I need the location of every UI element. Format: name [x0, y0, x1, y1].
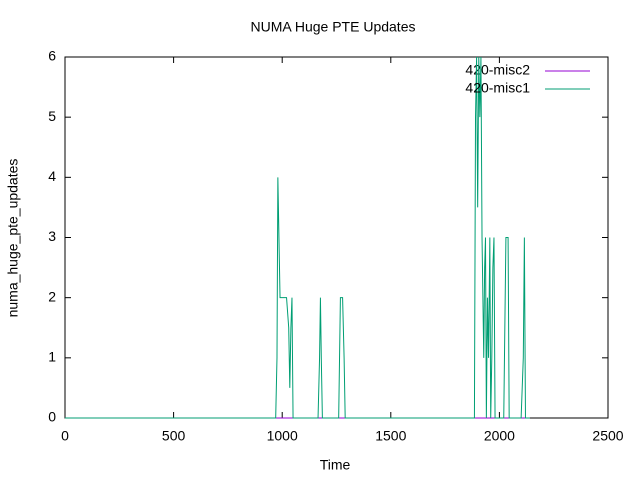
y-tick-label: 5: [48, 108, 56, 124]
x-tick-label: 2000: [484, 428, 515, 444]
series-line: [65, 56, 530, 419]
chart-title: NUMA Huge PTE Updates: [251, 19, 416, 35]
x-tick-label: 1500: [375, 428, 406, 444]
y-tick-label: 3: [48, 228, 56, 244]
y-axis-label: numa_huge_pte_updates: [5, 159, 21, 318]
x-tick-label: 1000: [267, 428, 298, 444]
x-tick-label: 2500: [592, 428, 623, 444]
x-axis-label: Time: [320, 457, 351, 473]
legend-label: 420-misc2: [465, 62, 530, 78]
y-tick-label: 0: [48, 409, 56, 425]
y-tick-label: 6: [48, 48, 56, 64]
y-tick-label: 4: [48, 168, 56, 184]
plot-border: [64, 56, 609, 419]
legend-label: 420-misc1: [465, 80, 530, 96]
x-tick-label: 500: [162, 428, 186, 444]
y-tick-label: 2: [48, 288, 56, 304]
y-tick-label: 1: [48, 349, 56, 365]
x-tick-label: 0: [61, 428, 69, 444]
